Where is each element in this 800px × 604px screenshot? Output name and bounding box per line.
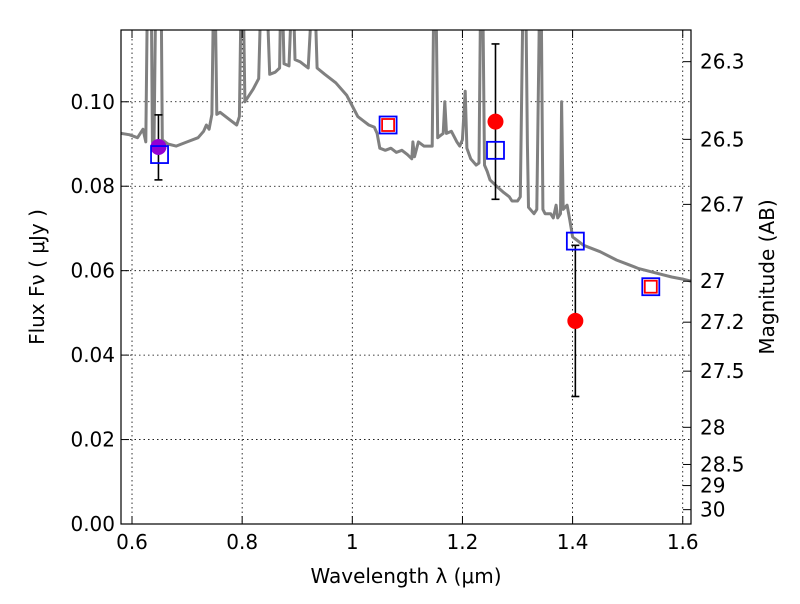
y-tick-label: 0.00 (70, 512, 115, 536)
sed-model-layer (121, 30, 691, 283)
gridlines (121, 30, 691, 525)
y2-axis-title: Magnitude (AB) (755, 199, 779, 354)
y-axis-title: Flux Fν ( μJy ) (25, 209, 49, 345)
red-model-square (643, 279, 658, 294)
blue-model-square (565, 231, 585, 251)
x-tick-label: 0.8 (226, 530, 258, 554)
photometry-layer (150, 43, 661, 398)
photometry-point (567, 312, 584, 329)
y-tick-label: 0.08 (70, 174, 115, 198)
blue-model-square (641, 277, 661, 297)
x-tick-label: 1 (346, 530, 359, 554)
y-tick-label: 0.10 (70, 90, 115, 114)
y-axis: 0.00 0.02 0.04 0.06 0.08 0.10 (70, 90, 129, 536)
y-tick-label: 0.02 (70, 428, 115, 452)
y2-tick-label: 28 (700, 415, 725, 439)
y-tick-label: 0.06 (70, 259, 115, 283)
sed-model-line (121, 30, 691, 283)
blue-model-square (486, 140, 505, 160)
x-tick-label: 1.6 (667, 530, 699, 554)
y2-tick-label: 27 (700, 269, 725, 293)
photometry-point (487, 113, 504, 130)
x-axis-title: Wavelength λ (μm) (310, 564, 501, 588)
red-model-square (381, 118, 396, 132)
x-tick-label: 0.6 (116, 530, 148, 554)
y2-tick-label: 26.5 (700, 127, 745, 151)
y-tick-label: 0.04 (70, 343, 115, 367)
y2-tick-label: 28.5 (700, 452, 745, 476)
x-tick-label: 1.4 (557, 530, 589, 554)
y2-tick-label: 27.5 (700, 359, 745, 383)
blue-model-square (150, 145, 169, 164)
y2-tick-label: 29 (700, 474, 725, 498)
plot-frame (120, 29, 692, 525)
blue-model-square (378, 115, 398, 135)
y2-tick-label: 27.2 (700, 310, 745, 334)
x-tick-label: 1.2 (447, 530, 479, 554)
y2-tick-label: 26.7 (700, 192, 745, 216)
x-axis: 0.6 0.8 1 1.2 1.4 1.6 (116, 30, 699, 554)
y2-tick-label: 30 (700, 498, 725, 522)
y2-tick-label: 26.3 (700, 50, 745, 74)
